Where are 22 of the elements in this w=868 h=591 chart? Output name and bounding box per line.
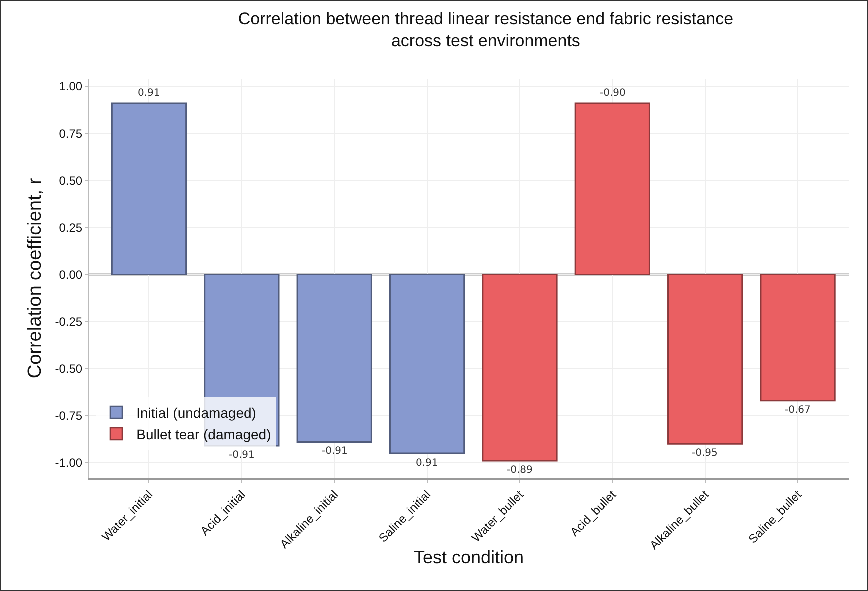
chart-title: Correlation between thread linear resistance end fabric resistance across test environments	[238, 10, 734, 51]
y-tick-label: 0.50	[59, 174, 83, 188]
annotation: -0.89	[507, 465, 533, 476]
y-tick-label: 0.00	[59, 268, 83, 282]
y-tick-label: -0.50	[55, 362, 83, 376]
annotation: -0.67	[785, 405, 811, 416]
annotation: -0.91	[229, 450, 255, 461]
y-tick-label: 0.25	[59, 220, 83, 235]
annotation: 0.91	[416, 458, 438, 469]
legend-label: Bullet tear (damaged)	[136, 426, 272, 442]
y-axis-title: Correlation coefficient, r	[25, 178, 46, 379]
y-tick-label: -0.25	[55, 314, 83, 329]
y-tick-label: -1.00	[55, 456, 83, 470]
annotation: 0.91	[138, 88, 160, 99]
annotation: -0.91	[322, 446, 348, 457]
y-tick-label: 1.00	[59, 80, 83, 94]
x-axis-title: Test condition	[414, 547, 524, 568]
y-tick-label: -0.75	[55, 409, 83, 424]
legend-label: Initial (undamaged)	[136, 405, 256, 422]
annotation: -0.90	[600, 88, 626, 99]
annotation: -0.95	[692, 448, 718, 459]
y-tick-label: 0.75	[59, 126, 83, 141]
